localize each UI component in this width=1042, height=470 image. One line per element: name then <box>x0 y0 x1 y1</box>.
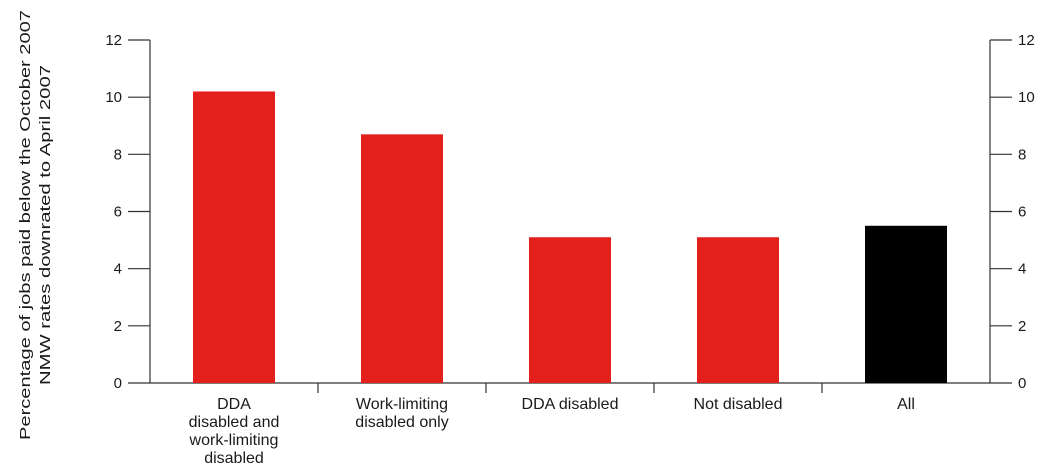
category-label: Work-limiting <box>356 396 448 413</box>
category-label: disabled only <box>355 414 448 431</box>
category-label: DDA disabled <box>522 396 619 413</box>
y-axis-title: Percentage of jobs paid below the Octobe… <box>17 10 54 440</box>
category-label: work-limiting <box>189 432 279 449</box>
x-axis <box>150 383 990 393</box>
bars <box>193 91 947 383</box>
right-tick-label: 0 <box>1018 375 1026 392</box>
right-tick-label: 10 <box>1018 89 1035 106</box>
bar <box>361 134 443 383</box>
left-tick-label: 10 <box>105 89 122 106</box>
bar <box>193 91 275 383</box>
right-tick-label: 4 <box>1018 261 1026 278</box>
left-tick-label: 2 <box>114 318 122 335</box>
left-tick-label: 6 <box>114 204 122 221</box>
left-tick-label: 0 <box>114 375 122 392</box>
category-label: DDA <box>217 396 251 413</box>
bar <box>697 237 779 383</box>
bar <box>529 237 611 383</box>
right-tick-label: 8 <box>1018 146 1026 163</box>
category-label: Not disabled <box>694 396 783 413</box>
right-tick-label: 2 <box>1018 318 1026 335</box>
y-axis-title-line: NMW rates downrated to April 2007 <box>37 65 54 385</box>
right-tick-label: 12 <box>1018 32 1035 49</box>
right-y-axis: 0 2 4 6 8 10 12 <box>990 32 1035 392</box>
bar <box>865 226 947 383</box>
category-label: disabled and <box>189 414 280 431</box>
right-tick-label: 6 <box>1018 204 1026 221</box>
category-label: disabled <box>204 450 264 467</box>
left-y-axis: 0 2 4 6 8 10 12 <box>105 32 150 392</box>
category-label: All <box>897 396 915 413</box>
left-tick-label: 12 <box>105 32 122 49</box>
y-axis-title-line: Percentage of jobs paid below the Octobe… <box>17 10 34 440</box>
left-tick-label: 8 <box>114 146 122 163</box>
left-tick-label: 4 <box>114 261 122 278</box>
